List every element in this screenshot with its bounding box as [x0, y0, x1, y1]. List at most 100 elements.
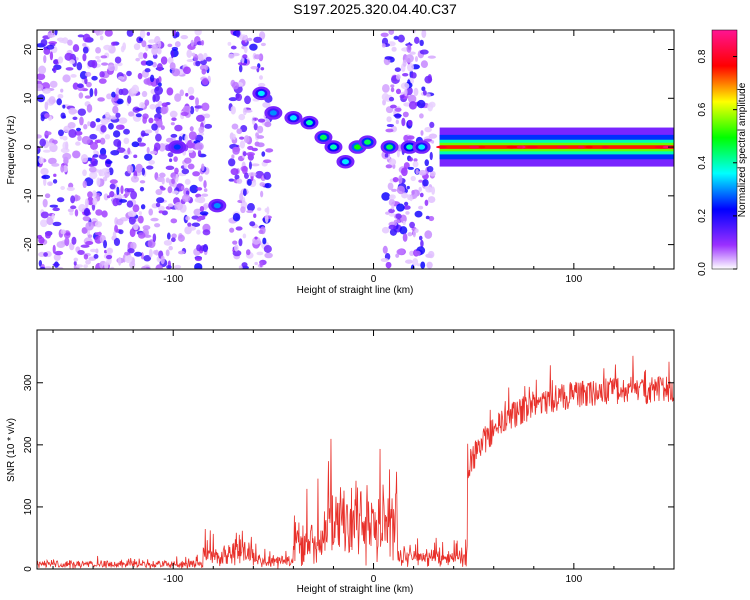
spectrogram-noise-cell — [395, 213, 402, 219]
spectrogram-noise-cell — [82, 43, 87, 47]
spectrogram-noise-cell — [180, 185, 185, 191]
spectrogram-noise-cell — [236, 128, 243, 135]
spectrogram-noise-cell — [123, 154, 129, 160]
spectrogram-noise-cell — [91, 59, 98, 69]
spectrogram-noise-cell — [74, 130, 83, 136]
spectrogram-noise-cell — [174, 93, 182, 102]
spectrogram-noise-cell — [51, 213, 55, 220]
spectrogram-noise-cell — [137, 215, 144, 224]
spectrogram-noise-cell — [56, 266, 64, 269]
spectrogram-blob — [406, 144, 414, 150]
snr-ytick-label: 200 — [23, 436, 34, 453]
spectrogram-noise-cell — [177, 250, 185, 255]
spectrogram-noise-cell — [49, 80, 58, 88]
spectrogram-noise-cell — [115, 87, 121, 97]
spectrogram-noise-cell — [419, 39, 424, 46]
spectrogram-noise-cell — [137, 137, 142, 143]
spectrogram-noise-cell — [140, 60, 148, 66]
spectrogram-noise-cell — [124, 254, 133, 264]
spectrogram-noise-cell — [264, 252, 273, 259]
spectrogram-noise-cell — [414, 228, 419, 233]
spectrogram-noise-cell — [198, 175, 203, 182]
spectrogram-noise-cell — [394, 113, 402, 119]
spectrogram-noise-cell — [52, 244, 56, 254]
spectrogram-noise-cell — [401, 192, 409, 199]
spectrogram-xtick-label: 100 — [565, 274, 582, 285]
spectrogram-noise-cell — [248, 161, 252, 170]
spectrogram-noise-cell — [123, 137, 130, 145]
spectrogram-noise-cell — [88, 166, 97, 173]
spectrogram-noise-cell — [173, 156, 178, 162]
spectrogram-noise-cell — [41, 174, 51, 180]
spectrogram-noise-cell — [154, 36, 161, 45]
spectrogram-noise-cell — [94, 87, 98, 97]
spectrogram-noise-cell — [52, 179, 58, 184]
spectrogram-noise-cell — [148, 117, 154, 124]
spectrogram-noise-cell — [95, 209, 103, 216]
spectrogram-noise-cell — [264, 214, 269, 223]
colorbar: 0.0 0.2 0.4 0.6 0.8 Normalized spectral ampl… — [697, 29, 748, 276]
spectrogram-noise-cell — [42, 198, 48, 208]
spectrogram-noise-cell — [82, 33, 91, 43]
spectrogram-blob — [329, 144, 337, 150]
spectrogram-noise-cell — [194, 197, 203, 203]
spectrogram-noise-cell — [256, 142, 265, 148]
spectrogram-noise-cell — [203, 188, 208, 192]
spectrogram-blob — [269, 110, 277, 116]
spectrogram-noise-cell — [185, 92, 189, 97]
spectrogram-noise-cell — [412, 258, 419, 266]
spectrogram-noise-cell — [52, 263, 60, 267]
spectrogram-noise-cell — [264, 121, 272, 128]
snr-ytick-label: 300 — [23, 374, 34, 391]
spectrogram-noise-cell — [401, 117, 406, 127]
spectrogram-noise-cell — [126, 200, 134, 208]
spectrogram-noise-cell — [42, 88, 51, 94]
spectrogram-noise-cell — [427, 55, 436, 59]
spectrogram-noise-cell — [104, 133, 111, 140]
spectrogram-noise-cell — [160, 56, 168, 65]
spectrogram-noise-cell — [95, 55, 101, 60]
spectrogram-noise-cell — [60, 185, 65, 190]
spectrogram-noise-cell — [196, 217, 202, 222]
spectrogram-noise-cell — [38, 65, 47, 75]
spectrogram-noise-cell — [385, 164, 393, 169]
spectrogram-noise-cell — [381, 226, 390, 234]
spectrogram-noise-cell — [82, 180, 87, 189]
spectrogram-noise-cell — [49, 204, 59, 208]
spectrogram-noise-cell — [398, 174, 403, 184]
spectrogram-noise-cell — [399, 94, 405, 99]
spectrogram-noise-cell — [431, 140, 435, 144]
spectrogram-noise-cell — [48, 41, 58, 45]
spectrogram-noise-cell — [44, 193, 51, 199]
spectrogram-noise-cell — [396, 149, 400, 158]
spectrogram-noise-cell — [196, 229, 201, 235]
spectrogram-noise-cell — [100, 118, 109, 125]
spectrogram-noise-cell — [381, 93, 390, 101]
spectrogram-noise-cell — [74, 194, 79, 202]
spectrogram-noise-cell — [203, 113, 211, 119]
spectrogram-noise-cell — [155, 106, 163, 114]
spectrogram-noise-cell — [158, 205, 165, 212]
spectrogram-noise-cell — [414, 210, 423, 218]
spectrogram-blob — [319, 134, 327, 140]
spectrogram-noise-cell — [152, 233, 157, 243]
spectrogram-noise-cell — [130, 190, 138, 200]
spectrogram-noise-cell — [202, 229, 211, 236]
spectrogram-noise-cell — [261, 151, 266, 157]
spectrogram-band-hotspot — [601, 145, 609, 149]
spectrogram-noise-cell — [85, 259, 91, 265]
spectrogram-noise-cell — [45, 232, 51, 239]
spectrogram-noise-cell — [228, 53, 235, 59]
spectrogram-noise-cell — [163, 239, 172, 246]
spectrogram-noise-cell — [155, 133, 162, 142]
spectrogram-noise-cell — [394, 107, 402, 112]
spectrogram-noise-cell — [424, 230, 433, 239]
spectrogram-noise-cell — [247, 37, 253, 42]
spectrogram-noise-cell — [146, 31, 151, 36]
spectrogram-noise-cell — [94, 30, 104, 36]
spectrogram-noise-cell — [411, 189, 415, 195]
spectrogram-noise-cell — [43, 47, 51, 55]
spectrogram-noise-cell — [395, 253, 400, 258]
spectrogram-noise-cell — [165, 137, 174, 143]
